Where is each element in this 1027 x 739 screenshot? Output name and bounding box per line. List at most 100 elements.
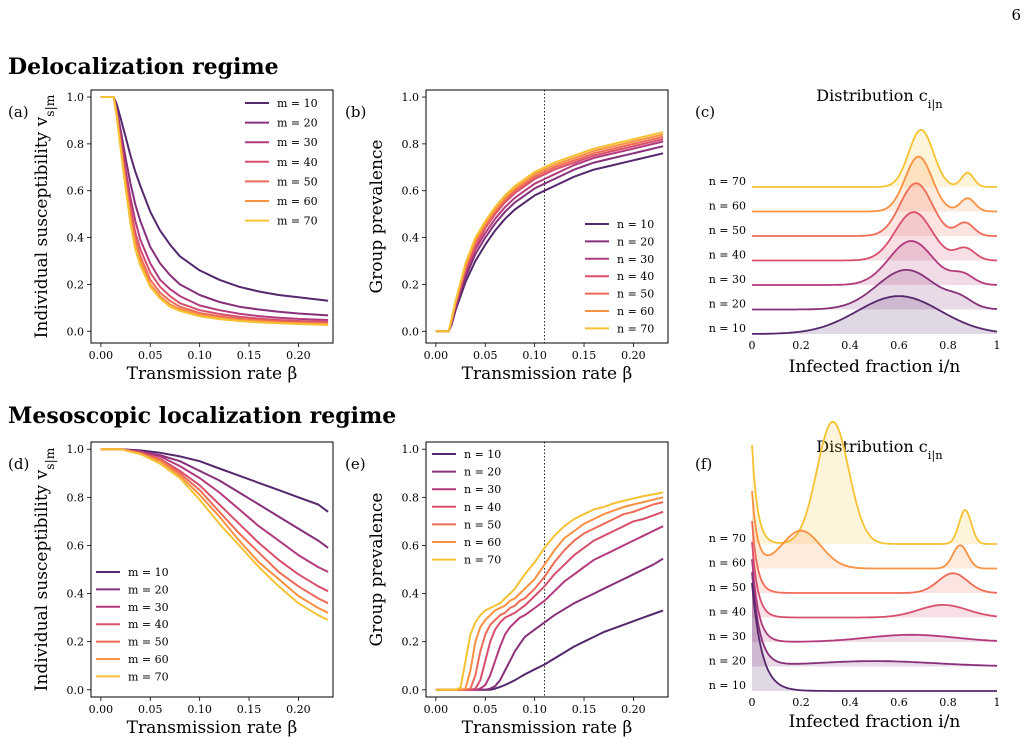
ridge-fill	[752, 421, 997, 544]
ridge-fill	[752, 296, 997, 334]
section-title-delocalization: Delocalization regime	[8, 54, 279, 80]
section-title-mesoscopic: Mesoscopic localization regime	[8, 403, 397, 429]
x-tick-label: 0.4	[841, 696, 859, 709]
row-label: n = 10	[709, 679, 746, 692]
row-label: n = 50	[709, 224, 746, 237]
legend-label: m = 50	[277, 175, 318, 188]
series-line	[100, 448, 329, 621]
y-tick-label: 1.0	[402, 91, 420, 104]
ridge-line	[751, 559, 998, 643]
x-tick-label: 0.05	[473, 703, 498, 716]
panel-label: (a)	[8, 103, 29, 121]
legend-label: n = 60	[464, 536, 501, 549]
ridge-line	[752, 155, 997, 213]
y-tick-label: 1.0	[67, 91, 85, 104]
y-tick-label: 1.0	[402, 443, 420, 456]
x-tick-label: 0.2	[792, 339, 810, 352]
legend-label: m = 50	[128, 636, 169, 649]
y-tick-label: 0.4	[67, 588, 85, 601]
x-axis-label: Infected fraction i/n	[789, 357, 961, 377]
legend-label: n = 40	[464, 501, 501, 514]
ridge-fill	[752, 156, 997, 212]
y-tick-label: 0.6	[402, 185, 420, 198]
legend-label: m = 60	[128, 653, 169, 666]
x-tick-label: 1	[994, 339, 1001, 352]
row-label: n = 60	[709, 200, 746, 213]
legend-label: m = 60	[277, 195, 318, 208]
row-label: n = 20	[709, 655, 746, 668]
ridge-fill	[752, 212, 997, 261]
legend-label: n = 10	[617, 218, 654, 231]
row-label: n = 20	[709, 298, 746, 311]
x-tick-label: 0.8	[939, 696, 957, 709]
legend-label: m = 40	[128, 618, 169, 631]
x-axis-label: Transmission rate β	[127, 364, 298, 384]
ridge-fill	[752, 491, 997, 569]
panel-label: (b)	[345, 103, 366, 121]
row-label: n = 30	[709, 630, 746, 643]
ridge-line	[752, 240, 998, 286]
panel-label: (d)	[8, 455, 29, 473]
plot-frame	[425, 441, 669, 698]
ridge-line	[752, 269, 998, 311]
x-tick-label: 0.15	[237, 349, 262, 362]
x-tick-label: 0.00	[89, 703, 114, 716]
x-tick-label: 0.05	[138, 703, 163, 716]
panel-label: (c)	[695, 103, 715, 121]
panel-label: (e)	[345, 455, 366, 473]
series-line	[435, 135, 664, 333]
y-tick-label: 0.8	[67, 138, 85, 151]
legend-label: n = 50	[464, 518, 501, 531]
y-axis-label: Group prevalence	[367, 492, 387, 646]
y-tick-label: 0.6	[67, 539, 85, 552]
row-label: n = 40	[709, 606, 746, 619]
legend-label: m = 20	[128, 583, 169, 596]
legend-label: m = 10	[277, 97, 318, 110]
x-axis-label: Infected fraction i/n	[789, 712, 961, 732]
y-tick-label: 0.0	[67, 325, 85, 338]
series-line	[100, 96, 329, 325]
ridge-line	[752, 182, 997, 237]
panel-b: (b) 0.00 0.05 0.10 0.15 0.20 0.0 0.2 0.4 0.6 0.8 1.…	[345, 89, 669, 384]
x-tick-label: 0.20	[621, 703, 646, 716]
legend-label: m = 70	[128, 670, 169, 683]
series-line	[435, 510, 664, 691]
plot-frame	[90, 441, 334, 698]
x-tick-label: 0.2	[792, 696, 810, 709]
x-tick-label: 0.05	[138, 349, 163, 362]
plot-frame	[425, 89, 669, 344]
legend-label: n = 20	[464, 466, 501, 479]
x-axis-label: Transmission rate β	[462, 718, 633, 738]
series-line	[100, 96, 329, 326]
panel-f: (f)Distribution ci|nn = 70n = 60n = 50n …	[695, 420, 1001, 732]
y-tick-label: 0.4	[402, 232, 420, 245]
x-axis-label: Transmission rate β	[127, 718, 298, 738]
x-tick-label: 0.20	[286, 349, 311, 362]
legend-label: n = 70	[617, 322, 654, 335]
series-line	[100, 448, 329, 573]
y-tick-label: 0.2	[67, 636, 85, 649]
x-tick-label: 0	[749, 339, 756, 352]
x-tick-label: 0.15	[237, 703, 262, 716]
x-tick-label: 0.6	[890, 696, 908, 709]
x-tick-label: 0.4	[841, 339, 859, 352]
ridge-line	[751, 420, 997, 545]
y-tick-label: 0.8	[402, 138, 420, 151]
series-line	[100, 96, 329, 326]
ridge-line	[751, 491, 997, 570]
y-tick-label: 0.0	[402, 684, 420, 697]
series-line	[100, 96, 329, 323]
row-label: n = 50	[709, 581, 746, 594]
legend-label: m = 30	[277, 136, 318, 149]
y-tick-label: 0.2	[67, 278, 85, 291]
series-line	[435, 501, 664, 691]
legend-label: n = 30	[464, 483, 501, 496]
series-line	[100, 96, 329, 321]
legend-label: n = 30	[617, 253, 654, 266]
legend-label: m = 40	[277, 156, 318, 169]
x-tick-label: 0.15	[572, 703, 597, 716]
y-tick-label: 0.6	[67, 185, 85, 198]
legend-label: n = 20	[617, 235, 654, 248]
panel-a: (a) 0.00 0.05 0.10 0.15 0.20 0.0 0.2 0.4 0.6 0.8 1.…	[8, 89, 334, 384]
